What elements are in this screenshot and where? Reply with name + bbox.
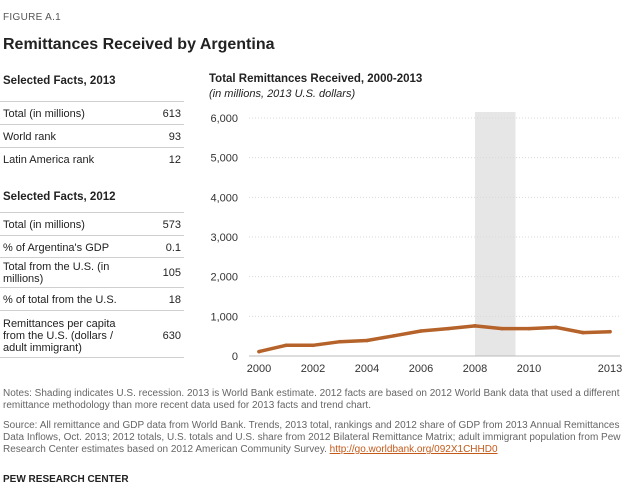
fact-value: 105 [162, 267, 181, 279]
fact-label: Total from the U.S. (in millions) [3, 261, 110, 285]
fact-label: Latin America rank [3, 154, 95, 166]
fact-row: Total from the U.S. (in millions) 105 [0, 257, 184, 287]
x-tick-label: 2008 [463, 363, 487, 375]
data-point [581, 330, 585, 335]
data-point [311, 343, 315, 348]
fact-row: Latin America rank 12 [0, 147, 184, 170]
y-tick-label: 3,000 [210, 232, 238, 244]
fact-value: 573 [162, 219, 181, 231]
data-point [554, 325, 558, 330]
fact-row: % of Argentina's GDP 0.1 [0, 235, 184, 257]
data-point [419, 329, 423, 333]
y-tick-label: 2,000 [210, 272, 238, 284]
series-line [257, 324, 612, 354]
data-point [473, 324, 477, 328]
y-tick-label: 1,000 [210, 311, 238, 323]
fact-value: 630 [162, 330, 181, 342]
notes: Notes: Shading indicates U.S. recession.… [3, 388, 620, 411]
data-point [392, 333, 396, 338]
fact-label: Total (in millions) [3, 219, 85, 231]
fact-label: Total (in millions) [3, 108, 85, 120]
data-point [365, 338, 369, 343]
fact-label: % of total from the U.S. [3, 294, 117, 306]
facts-2012-table: Total (in millions) 573 % of Argentina's… [0, 212, 184, 358]
facts-2013-table: Total (in millions) 613 World rank 93 La… [0, 101, 184, 170]
data-point [338, 339, 342, 344]
x-tick-label: 2006 [409, 363, 433, 375]
source-note: Source: All remittance and GDP data from… [3, 420, 637, 456]
chart-title: Total Remittances Received, 2000-2013 [209, 73, 423, 85]
y-tick-label: 6,000 [210, 113, 238, 125]
x-tick-label: 2004 [355, 363, 379, 375]
data-point [257, 349, 261, 354]
credit: PEW RESEARCH CENTER [3, 474, 129, 485]
fact-value: 613 [162, 108, 181, 120]
x-tick-label: 2013 [598, 363, 622, 375]
recession-shade [475, 112, 516, 356]
fact-row: Total (in millions) 613 [0, 101, 184, 124]
fact-row: Remittances per capita from the U.S. (do… [0, 310, 184, 358]
page-title: Remittances Received by Argentina [3, 36, 275, 53]
data-point [500, 326, 504, 331]
y-tick-label: 4,000 [210, 192, 238, 204]
x-tick-label: 2010 [517, 363, 541, 375]
fact-value: 18 [168, 294, 181, 306]
fact-value: 0.1 [165, 242, 181, 254]
facts-2013-heading: Selected Facts, 2013 [3, 75, 116, 87]
fact-value: 93 [168, 131, 181, 143]
y-tick-label: 0 [232, 351, 238, 363]
fact-row: World rank 93 [0, 124, 184, 147]
fact-value: 12 [168, 154, 181, 166]
fact-label: Remittances per capita from the U.S. (do… [3, 318, 116, 354]
source-text: Source: All remittance and GDP data from… [3, 420, 621, 455]
fact-row: Total (in millions) 573 [0, 212, 184, 235]
data-point [527, 326, 531, 331]
x-tick-label: 2000 [247, 363, 271, 375]
fact-label: % of Argentina's GDP [3, 242, 110, 254]
y-tick-label: 5,000 [210, 153, 238, 165]
facts-2012-heading: Selected Facts, 2012 [3, 191, 116, 203]
source-link[interactable]: http://go.worldbank.org/092X1CHHD0 [329, 444, 498, 455]
fact-row: % of total from the U.S. 18 [0, 287, 184, 310]
fact-label: World rank [3, 131, 56, 143]
data-point [284, 343, 288, 348]
data-point [446, 326, 450, 331]
chart-subtitle: (in millions, 2013 U.S. dollars) [209, 88, 356, 100]
x-tick-label: 2002 [301, 363, 325, 375]
data-point [608, 329, 612, 334]
figure-label: FIGURE A.1 [3, 12, 62, 23]
